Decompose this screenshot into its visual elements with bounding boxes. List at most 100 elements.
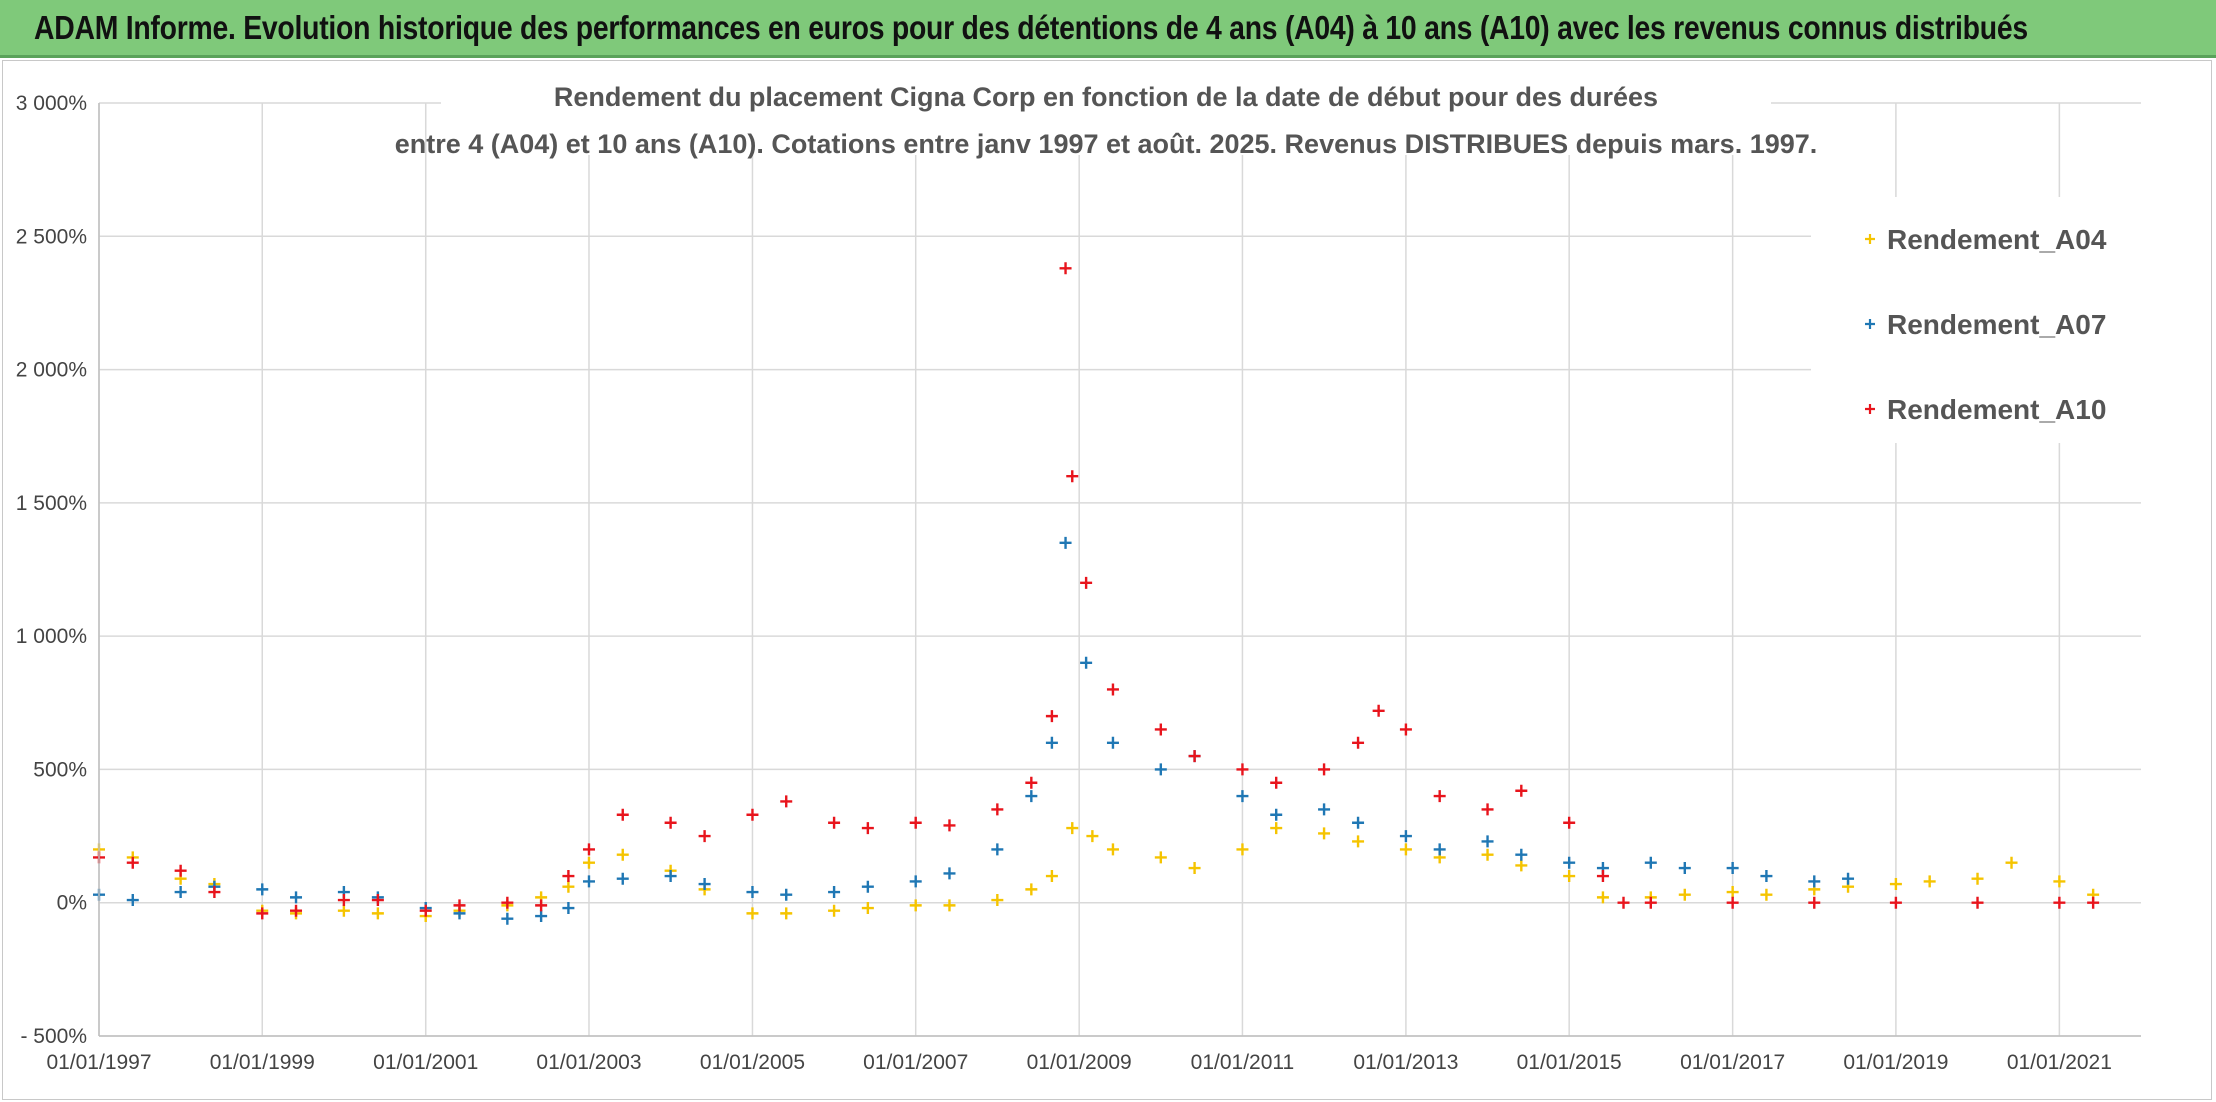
data-point (1236, 790, 1249, 803)
data-point (828, 904, 841, 917)
data-point (616, 872, 629, 885)
header-banner: ADAM Informe. Evolution historique des p… (0, 0, 2216, 58)
data-point (780, 888, 793, 901)
data-point (746, 886, 759, 899)
data-point (1726, 896, 1739, 909)
legend-label: Rendement_A10 (1887, 394, 2106, 425)
data-point (828, 886, 841, 899)
legend-marker (1865, 319, 1875, 329)
data-point (535, 910, 548, 923)
data-point (1045, 736, 1058, 749)
y-tick-label: 3 000% (16, 92, 87, 115)
legend-marker (1865, 404, 1875, 414)
data-point (256, 907, 269, 920)
data-point (174, 886, 187, 899)
data-point (208, 886, 221, 899)
data-point (861, 902, 874, 915)
data-point (1563, 870, 1576, 883)
data-point (991, 843, 1004, 856)
data-point (1059, 536, 1072, 549)
data-point (501, 896, 514, 909)
data-point (943, 899, 956, 912)
data-point (746, 808, 759, 821)
data-point (1399, 723, 1412, 736)
data-point (1971, 896, 1984, 909)
legend: Rendement_A04 Rendement_A07 Rendement_A10 (1811, 197, 2141, 443)
data-point (371, 907, 384, 920)
data-point (664, 870, 677, 883)
legend-label: Rendement_A07 (1887, 309, 2106, 340)
data-point (1644, 856, 1657, 869)
data-point (1080, 576, 1093, 589)
data-point (2087, 896, 2100, 909)
data-point (1059, 262, 1072, 275)
data-point (1617, 896, 1630, 909)
data-point (1481, 803, 1494, 816)
x-tick-label: 01/01/2015 (1517, 1051, 1622, 1074)
data-point (1270, 776, 1283, 789)
data-point (2005, 856, 2018, 869)
data-point (2053, 896, 2066, 909)
data-point (1596, 891, 1609, 904)
legend-marker (1865, 234, 1875, 244)
data-point (1726, 886, 1739, 899)
data-point (1678, 888, 1691, 901)
x-tick-label: 01/01/2021 (2007, 1051, 2112, 1074)
data-point (1433, 843, 1446, 856)
data-point (1318, 763, 1331, 776)
data-point (1515, 848, 1528, 861)
data-point (1889, 878, 1902, 891)
chart-frame: 3 000% 2 500% 2 000% 1 500% 1 000% 500% 0% - 50… (2, 60, 2212, 1100)
series-Rendement_A04 (93, 822, 2100, 923)
data-point (371, 894, 384, 907)
data-point (337, 894, 350, 907)
data-point (126, 894, 139, 907)
data-point (1352, 835, 1365, 848)
x-tick-label: 01/01/2007 (863, 1051, 968, 1074)
data-point (1188, 862, 1201, 875)
data-point (290, 891, 303, 904)
data-point (780, 907, 793, 920)
data-point (1889, 896, 1902, 909)
data-point (616, 848, 629, 861)
data-point (1481, 835, 1494, 848)
data-point (2053, 875, 2066, 888)
chart-title-line-2: entre 4 (A04) et 10 ans (A10). Cotations… (395, 129, 1818, 159)
data-point (1760, 870, 1773, 883)
data-point (1080, 656, 1093, 669)
data-point (698, 878, 711, 891)
data-point (562, 902, 575, 915)
y-tick-label: 2 000% (16, 359, 87, 382)
chart-svg: 3 000% 2 500% 2 000% 1 500% 1 000% 500% 0% - 50… (3, 61, 2211, 1099)
data-point (1596, 870, 1609, 883)
x-tick-label: 01/01/1997 (46, 1051, 151, 1074)
data-point (419, 904, 432, 917)
data-point (1399, 830, 1412, 843)
data-point (1372, 704, 1385, 717)
data-point (174, 864, 187, 877)
data-point (1154, 763, 1167, 776)
data-point (1971, 872, 1984, 885)
x-tick-label: 01/01/2011 (1191, 1051, 1295, 1074)
y-tick-label: 0% (57, 892, 87, 915)
data-point (1106, 736, 1119, 749)
data-point (1726, 862, 1739, 875)
data-point (1106, 843, 1119, 856)
data-point (1154, 851, 1167, 864)
data-point (535, 899, 548, 912)
x-tick-label: 01/01/2009 (1027, 1051, 1132, 1074)
data-point (943, 867, 956, 880)
x-tick-label: 01/01/2013 (1353, 1051, 1458, 1074)
data-point (1352, 816, 1365, 829)
data-point (828, 816, 841, 829)
x-tick-label: 01/01/1999 (210, 1051, 315, 1074)
data-point (664, 816, 677, 829)
data-point (582, 843, 595, 856)
y-tick-label: 1 000% (16, 625, 87, 648)
x-tick-label: 01/01/2003 (536, 1051, 641, 1074)
data-point (1515, 859, 1528, 872)
data-point (582, 856, 595, 869)
data-point (1760, 888, 1773, 901)
data-point (909, 816, 922, 829)
data-point (616, 808, 629, 821)
